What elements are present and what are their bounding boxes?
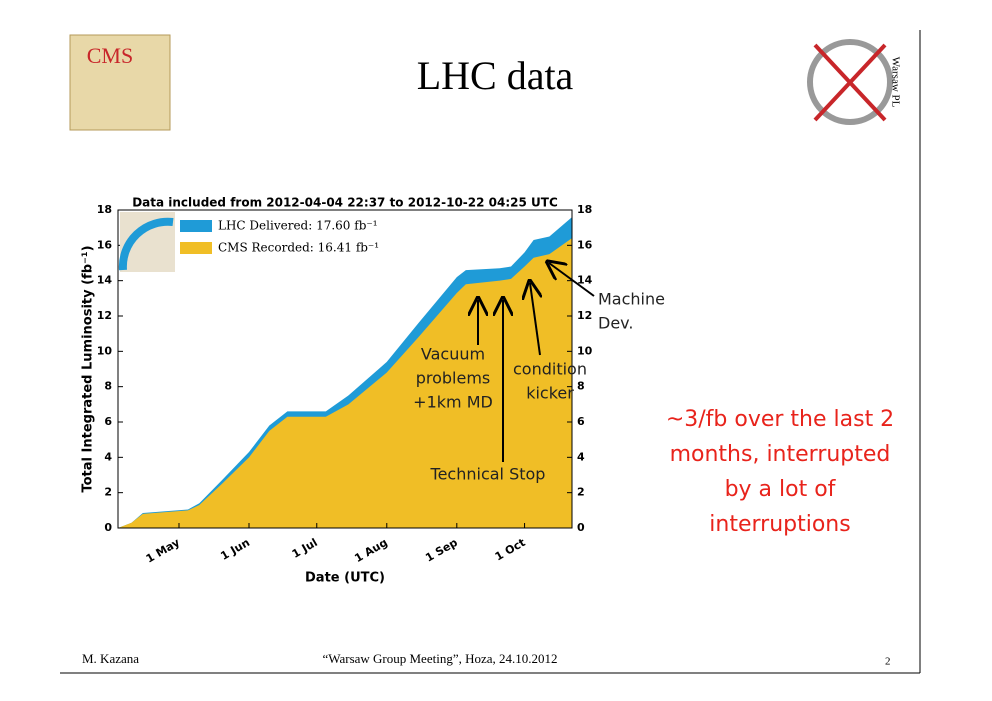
y-tick-label: 0 <box>577 521 585 534</box>
annotation: Machine <box>598 290 665 309</box>
footer-author: M. Kazana <box>82 651 139 666</box>
annotation: Technical Stop <box>430 465 546 484</box>
plot: 0 0 2 2 4 4 6 6 8 8 10 10 12 12 14 14 16 16 18 18 1 May 1 Jun… <box>97 203 593 566</box>
x-tick-label: 1 Jul <box>290 536 320 561</box>
logo-text: CMS <box>87 43 133 68</box>
x-axis-label: Date (UTC) <box>305 571 385 586</box>
y-tick-label: 2 <box>104 486 112 499</box>
y-tick-label: 12 <box>97 309 112 322</box>
legend-swatch <box>180 220 212 232</box>
x-tick-label: 1 Sep <box>423 536 460 565</box>
y-axis-label: Total Integrated Luminosity (fb⁻¹) <box>81 245 96 492</box>
logo-text: Warsaw PL <box>889 57 901 108</box>
footer-event: “Warsaw Group Meeting”, Hoza, 24.10.2012 <box>322 651 557 666</box>
y-tick-label: 4 <box>104 450 112 463</box>
y-tick-label: 10 <box>577 344 593 357</box>
y-tick-label: 14 <box>97 274 113 287</box>
slide-title: LHC data <box>417 53 574 98</box>
y-tick-label: 2 <box>577 486 585 499</box>
y-tick-label: 16 <box>577 238 593 251</box>
legend-swatch <box>180 242 212 254</box>
area <box>118 238 572 528</box>
annotation: problems <box>416 369 491 388</box>
legend-logo <box>118 217 174 271</box>
logo-right <box>807 39 893 125</box>
y-tick-label: 12 <box>577 309 592 322</box>
note: interruptions <box>709 512 850 537</box>
y-tick-label: 10 <box>97 344 113 357</box>
y-tick-label: 18 <box>97 203 112 216</box>
note: by a lot of <box>725 477 837 502</box>
annotation: condition <box>513 360 587 379</box>
annotation: Dev. <box>598 314 633 333</box>
note: months, interrupted <box>670 442 891 467</box>
y-tick-label: 18 <box>577 203 592 216</box>
annotation: kicker <box>526 384 574 403</box>
annotation: Vacuum <box>421 345 485 364</box>
y-tick-label: 4 <box>577 450 585 463</box>
annotation: +1km MD <box>413 393 493 412</box>
y-tick-label: 8 <box>104 380 112 393</box>
x-tick-label: 1 Aug <box>352 536 389 565</box>
plot-frame <box>117 209 573 529</box>
legend-label: CMS Recorded: 16.41 fb⁻¹ <box>218 241 379 255</box>
legend-label: LHC Delivered: 17.60 fb⁻¹ <box>218 219 378 233</box>
y-tick-label: 0 <box>104 521 112 534</box>
x-tick-label: 1 May <box>144 536 182 566</box>
annotation-arrows <box>478 263 595 462</box>
note: ~3/fb over the last 2 <box>666 407 894 432</box>
y-tick-label: 6 <box>577 415 585 428</box>
x-tick-label: 1 Oct <box>493 536 528 564</box>
y-tick-label: 6 <box>104 415 112 428</box>
y-tick-label: 16 <box>97 238 113 251</box>
y-tick-label: 8 <box>577 380 585 393</box>
page-number: 2 <box>885 656 891 668</box>
logo-left <box>69 34 171 131</box>
chart-title: Data included from 2012-04-04 22:37 to 2… <box>132 196 558 210</box>
x-tick-label: 1 Jun <box>218 536 252 563</box>
y-tick-label: 14 <box>577 274 593 287</box>
